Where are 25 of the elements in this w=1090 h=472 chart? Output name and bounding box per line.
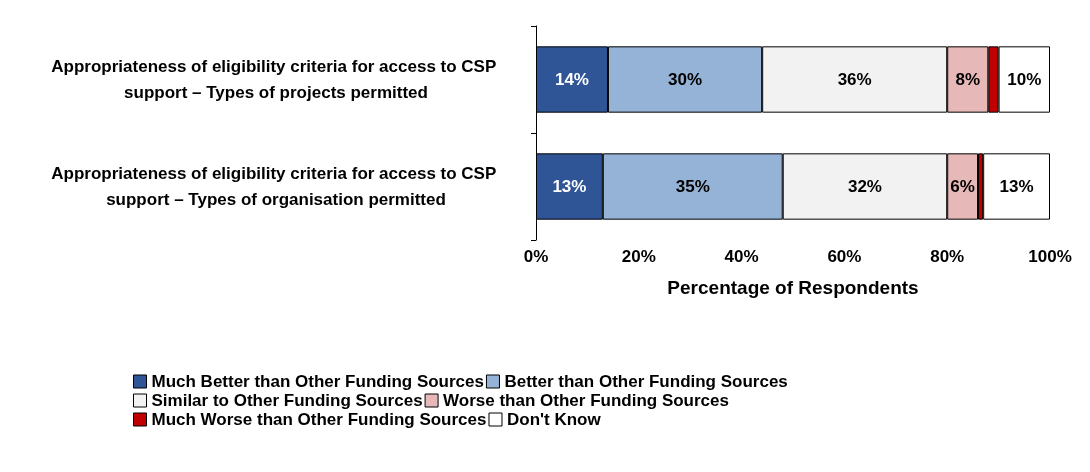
x-tick-label: 40% [724,247,759,266]
x-tick-label: 20% [621,247,656,266]
legend-label: Don't Know [506,410,602,429]
legend-label: Much Better than Other Funding Sources [151,372,484,391]
legend-label: Worse than Other Funding Sources [443,391,729,410]
x-tick-label: 0% [523,247,549,266]
x-tick-label: 100% [1028,247,1072,266]
data-label: 35% [675,177,710,196]
data-label: 32% [847,177,882,196]
data-label: 13% [552,177,587,196]
data-label: 30% [668,70,703,89]
data-label: 8% [955,70,981,89]
x-axis-title: Percentage of Respondents [667,277,919,298]
y-tick-label: Appropriateness of eligibility criteria for access to CSP support – Types of projects permitted [51,57,501,102]
data-label: 14% [554,70,589,89]
data-label: 36% [837,70,872,89]
x-tick-label: 80% [930,247,965,266]
y-tick-label: Appropriateness of eligibility criteria for access to CSP support – Types of organisation permitted [51,164,501,209]
x-tick-label: 60% [827,247,862,266]
data-label: 10% [1007,70,1042,89]
data-label: 6% [950,177,975,196]
legend-label: Much Worse than Other Funding Sources [151,410,487,429]
legend-label: Better than Other Funding Sources [504,372,788,391]
legend-label: Similar to Other Funding Sources [151,391,423,410]
data-label: 13% [999,177,1034,196]
